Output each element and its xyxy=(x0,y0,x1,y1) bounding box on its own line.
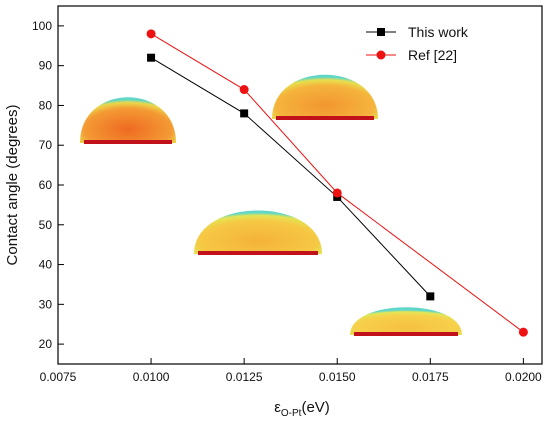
y-tick-label: 60 xyxy=(39,178,53,192)
x-axis-label-unit: (eV) xyxy=(301,399,329,416)
ticks-layer: 0.0075 0.0100 0.0125 0.0150 0.0175 0.0200 20 30… xyxy=(32,19,542,384)
legend-label-ref22: Ref [22] xyxy=(408,47,457,63)
y-tick-label: 30 xyxy=(39,297,53,311)
y-tick-label: 20 xyxy=(39,337,53,351)
droplet-inset-3 xyxy=(194,210,322,255)
y-tick-label: 80 xyxy=(39,98,53,112)
data-point-ref22 xyxy=(239,85,249,95)
data-point-this-work xyxy=(240,109,249,118)
series-line-this-work xyxy=(150,57,431,297)
y-tick-label: 50 xyxy=(39,218,53,232)
x-tick-label: 0.0100 xyxy=(133,370,170,384)
data-point-ref22 xyxy=(518,327,528,337)
x-axis-label: εO-Pt(eV) xyxy=(274,399,330,419)
x-tick-label: 0.0150 xyxy=(319,370,356,384)
legend-label-this-work: This work xyxy=(408,24,469,40)
droplet-inset-1 xyxy=(80,97,176,144)
y-axis-label: Contact angle (degrees) xyxy=(4,105,21,266)
y-tick-label: 40 xyxy=(39,258,53,272)
data-point-this-work xyxy=(426,292,435,301)
x-tick-label: 0.0125 xyxy=(226,370,263,384)
x-axis-label-main: ε xyxy=(274,399,281,416)
x-tick-label: 0.0075 xyxy=(40,370,77,384)
data-point-ref22 xyxy=(332,188,342,198)
droplet-inset-2 xyxy=(272,74,378,120)
x-tick-label: 0.0200 xyxy=(505,370,542,384)
y-tick-label: 70 xyxy=(39,138,53,152)
data-point-this-work xyxy=(147,53,156,62)
y-tick-label: 100 xyxy=(32,19,52,33)
x-tick-label: 0.0175 xyxy=(412,370,449,384)
legend: This work Ref [22] xyxy=(366,24,469,63)
series-line-ref22 xyxy=(150,33,524,333)
legend-marker-this-work xyxy=(377,28,385,36)
droplet-inset-4 xyxy=(350,307,462,336)
y-tick-label: 90 xyxy=(39,59,53,73)
series-layer xyxy=(146,29,528,337)
data-point-ref22 xyxy=(146,29,156,39)
x-axis-label-sub: O-Pt xyxy=(281,408,302,419)
legend-marker-ref22 xyxy=(376,50,386,60)
plot-frame xyxy=(57,5,543,365)
